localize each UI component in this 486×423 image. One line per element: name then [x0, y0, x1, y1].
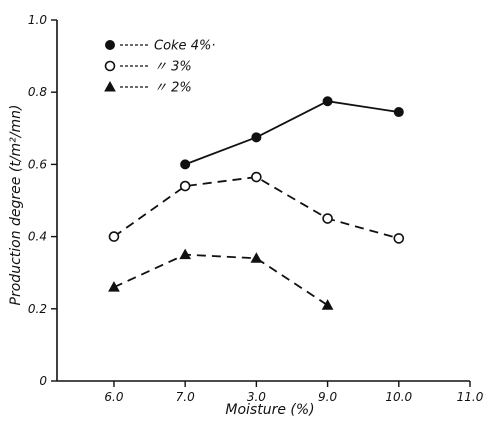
series-2: [108, 171, 405, 244]
x-axis-title: Moisture (%): [225, 402, 314, 418]
series-line: [184, 100, 399, 166]
data-point: [179, 248, 192, 260]
data-point: [322, 213, 333, 224]
y-tick-label: 0.6: [28, 157, 47, 171]
data-point: [108, 231, 120, 242]
data-point: [251, 171, 262, 183]
data-point: [393, 233, 405, 244]
x-tick-label: 9.0: [318, 390, 337, 404]
series-line: [113, 176, 400, 240]
data-point: [179, 180, 191, 192]
y-axis-title: Production degree (t/m²/mn): [8, 105, 24, 306]
legend: Coke 4%· 〃 3% 〃 2%: [104, 39, 215, 96]
series-line: [113, 253, 329, 306]
data-point: [108, 281, 120, 292]
series-1: [180, 96, 404, 170]
data-point: [250, 252, 263, 263]
y-tick-label: 0.8: [28, 85, 47, 99]
legend-label: 〃 3%: [154, 60, 192, 75]
legend-marker: [104, 60, 116, 72]
x-tick-label: 10.0: [385, 390, 412, 404]
x-ticks: 6.0 7.0 3.0 9.0 10.0 11.0: [104, 381, 484, 404]
y-tick-label: 0: [39, 374, 47, 388]
legend-item: 〃 2%: [104, 80, 192, 96]
y-ticks: 0 0.2 0.4 0.6 0.8 1.0: [28, 13, 57, 388]
x-tick-label: 3.0: [247, 390, 266, 404]
legend-item: 〃 3%: [104, 60, 192, 75]
data-point: [322, 96, 333, 107]
y-tick-label: 0.2: [28, 302, 47, 316]
x-tick-label: 7.0: [176, 390, 195, 404]
data-point: [180, 159, 191, 170]
x-tick-label: 6.0: [104, 390, 123, 404]
y-tick-label: 0.4: [28, 230, 47, 244]
series-layer: [108, 96, 405, 310]
data-point: [393, 107, 404, 118]
data-point: [321, 299, 334, 310]
legend-label: 〃 2%: [154, 81, 192, 96]
y-tick-label: 1.0: [28, 13, 47, 27]
legend-label: Coke 4%·: [154, 39, 215, 54]
legend-marker: [105, 40, 115, 50]
x-tick-label: 11.0: [457, 390, 484, 404]
legend-item: Coke 4%·: [105, 39, 215, 54]
series-3: [108, 248, 334, 310]
data-point: [251, 132, 262, 143]
legend-marker: [104, 80, 116, 92]
